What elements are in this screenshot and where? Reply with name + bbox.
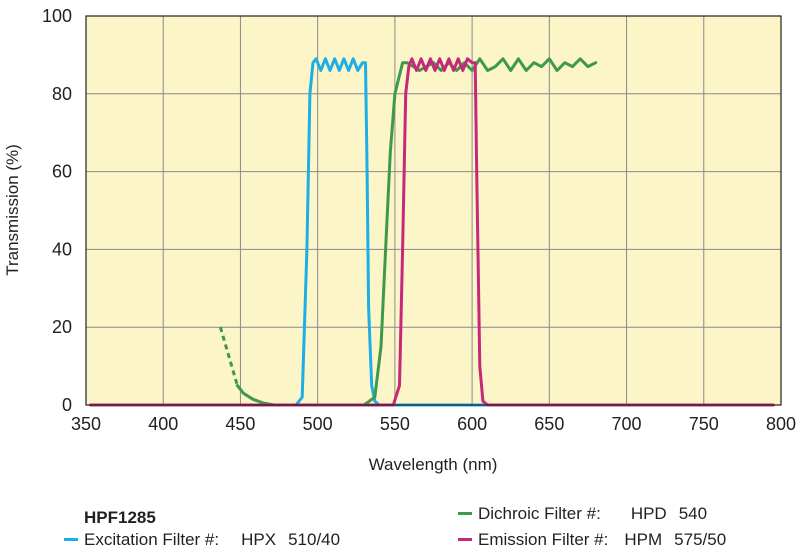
excitation-label: Excitation Filter #:	[84, 530, 220, 549]
x-tick-labels: 350 400 450 500 550 600 650 700 750 800	[71, 414, 796, 434]
plot-frame	[85, 15, 782, 406]
y-tick-label: 40	[52, 239, 72, 259]
y-tick-labels: 0 20 40 60 80 100	[42, 6, 72, 415]
emission-swatch	[458, 538, 472, 542]
emission-code: HPM	[624, 530, 663, 549]
model-number: HPF1285	[84, 508, 156, 527]
dichroic-swatch	[458, 512, 472, 516]
x-tick-label: 750	[689, 414, 719, 434]
plot-area	[86, 16, 781, 405]
x-tick-label: 550	[380, 414, 410, 434]
emission-value: 575/50	[674, 530, 727, 549]
dichroic-value: 540	[678, 504, 708, 523]
excitation-swatch	[64, 538, 78, 542]
y-tick-label: 100	[42, 6, 72, 26]
excitation-value: 510/40	[288, 530, 341, 549]
x-tick-label: 700	[612, 414, 642, 434]
emission-label: Emission Filter #:	[478, 530, 609, 549]
x-tick-label: 800	[766, 414, 796, 434]
y-tick-label: 60	[52, 162, 72, 182]
excitation-code: HPX	[241, 530, 277, 549]
legend-item-emission: Emission Filter #: HPM 575/50	[458, 530, 726, 550]
x-tick-label: 450	[225, 414, 255, 434]
x-tick-label: 350	[71, 414, 101, 434]
y-tick-label: 80	[52, 84, 72, 104]
x-tick-label: 600	[457, 414, 487, 434]
legend-item-excitation: Excitation Filter #: HPX 510/40	[64, 530, 340, 550]
emission-series-line	[89, 57, 775, 407]
y-tick-label: 0	[62, 395, 72, 415]
y-axis-label: Transmission (%)	[3, 144, 22, 276]
grid-lines	[86, 16, 781, 405]
legend-item-dichroic: Dichroic Filter #: HPD 540	[458, 504, 707, 524]
dichroic-label: Dichroic Filter #:	[478, 504, 601, 523]
dichroic-code: HPD	[630, 504, 667, 523]
x-axis-label: Wavelength (nm)	[369, 455, 498, 474]
x-tick-label: 400	[148, 414, 178, 434]
x-tick-label: 500	[303, 414, 333, 434]
y-tick-label: 20	[52, 317, 72, 337]
dichroic-series-dashed-extension	[218, 326, 239, 387]
x-tick-label: 650	[534, 414, 564, 434]
